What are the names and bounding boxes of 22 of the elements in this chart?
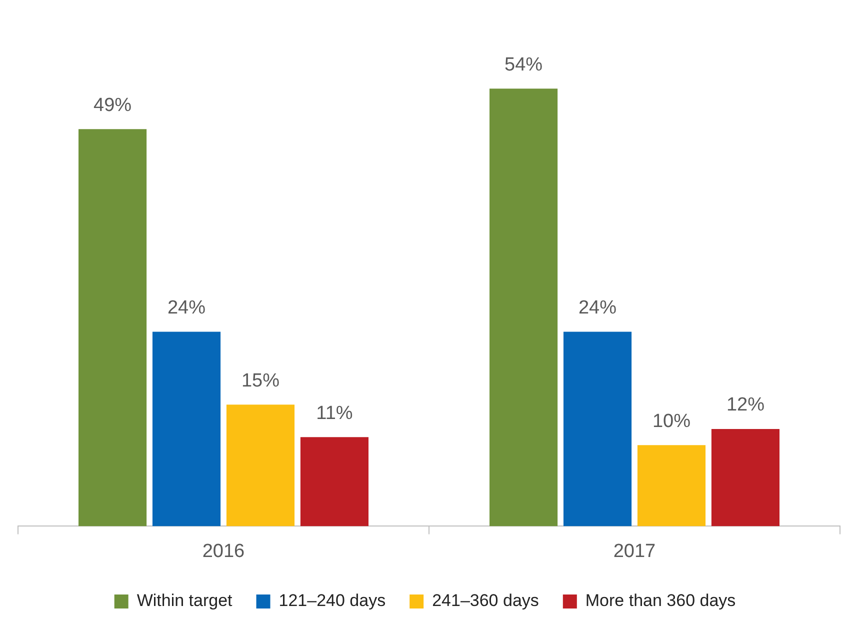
data-label: 12%: [726, 394, 765, 416]
bar: [637, 445, 706, 526]
data-label: 15%: [241, 370, 280, 392]
data-label: 24%: [578, 297, 617, 318]
data-label: 24%: [167, 297, 206, 318]
bar: [711, 428, 780, 526]
bar: [152, 332, 221, 526]
legend-label: Within target: [136, 591, 233, 610]
legend-label: 121–240 days: [278, 591, 386, 610]
bar: [300, 437, 368, 526]
x-tick-label: 2017: [613, 540, 656, 562]
data-label: 11%: [316, 402, 353, 424]
x-tick-label: 2016: [202, 540, 245, 562]
legend-label: 241–360 days: [432, 591, 539, 610]
bar: [490, 88, 558, 526]
bar: [226, 404, 295, 526]
legend-label: More than 360 days: [585, 591, 736, 610]
data-label: 49%: [94, 94, 132, 116]
bar: [563, 332, 632, 526]
bar: [78, 129, 147, 526]
data-label: 10%: [652, 410, 691, 432]
data-label: 54%: [504, 54, 543, 76]
